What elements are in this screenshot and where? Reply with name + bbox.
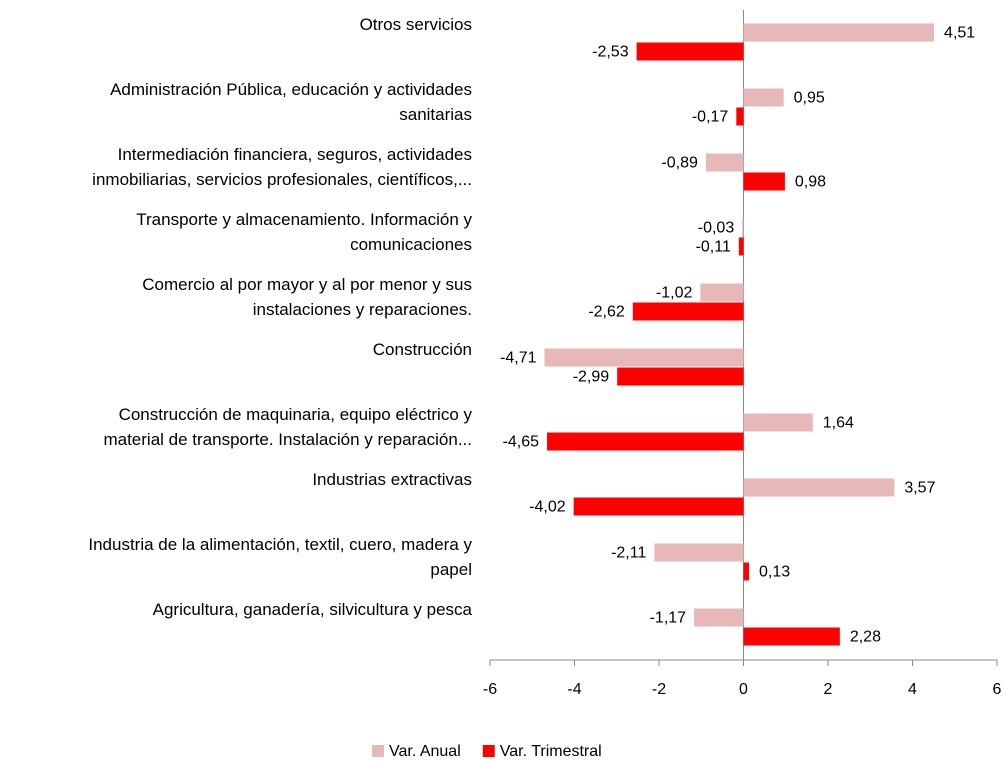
bar: [743, 23, 935, 42]
value-label: 0,98: [795, 174, 826, 191]
bar: [736, 107, 744, 126]
x-tick-label: 2: [824, 681, 833, 698]
bar: [743, 627, 840, 646]
value-label: -4,65: [503, 434, 540, 451]
legend-swatch: [482, 745, 495, 757]
bar: [547, 432, 744, 451]
category-label: Agricultura, ganadería, silvicultura y p…: [152, 599, 472, 619]
bar: [544, 348, 744, 367]
bar: [636, 42, 744, 61]
value-label: -4,02: [529, 499, 566, 516]
value-label: -0,11: [696, 239, 731, 256]
x-tick-label: -2: [652, 681, 666, 698]
x-tick-label: -6: [483, 681, 497, 698]
category-label: Construcción de maquinaria, equipo eléct…: [103, 404, 472, 449]
x-tick-label: -4: [567, 681, 581, 698]
x-tick-label: 6: [993, 681, 1002, 698]
bar: [705, 153, 744, 172]
bar: [654, 543, 744, 562]
x-tick-label: 4: [908, 681, 917, 698]
bar: [700, 283, 744, 302]
category-label: Transporte y almacenamiento. Información…: [136, 209, 472, 254]
value-label: 0,13: [759, 564, 790, 581]
x-tick-label: 0: [739, 681, 748, 698]
value-label: -0,17: [692, 109, 729, 126]
category-label: Construcción: [372, 339, 472, 359]
legend-swatch: [372, 745, 384, 757]
value-label: -2,62: [588, 304, 625, 321]
bar: [617, 367, 744, 386]
value-label: -0,89: [661, 155, 698, 172]
value-label: -2,99: [573, 369, 610, 386]
bar: [738, 237, 744, 256]
value-label: 3,57: [904, 480, 935, 497]
category-label: Intermediación financiera, seguros, acti…: [92, 144, 472, 189]
value-label: -0,03: [698, 220, 735, 237]
category-label: Comercio al por mayor y al por menor y s…: [142, 274, 472, 319]
bar: [743, 413, 813, 432]
value-label: 2,28: [850, 629, 881, 646]
bar: [632, 302, 744, 321]
bar: [743, 478, 895, 497]
value-label: -2,11: [611, 545, 646, 562]
value-label: -2,53: [592, 44, 629, 61]
category-label: Industria de la alimentación, textil, cu…: [88, 534, 472, 579]
value-label: 4,51: [944, 25, 975, 42]
bar: [573, 497, 744, 516]
bar: [742, 218, 744, 237]
category-label: Industrias extractivas: [312, 469, 472, 489]
bar: [694, 608, 744, 627]
bar: [743, 562, 749, 581]
value-label: 1,64: [823, 415, 854, 432]
legend-label: Var. Trimestral: [500, 743, 602, 760]
value-label: -1,17: [650, 610, 687, 627]
legend-label: Var. Anual: [389, 743, 461, 760]
value-label: 0,95: [794, 90, 825, 107]
bar: [743, 172, 785, 191]
value-label: -4,71: [500, 350, 537, 367]
category-label: Administración Pública, educación y acti…: [110, 79, 472, 124]
value-label: -1,02: [656, 285, 693, 302]
category-label: Otros servicios: [359, 14, 472, 34]
bar: [743, 88, 784, 107]
